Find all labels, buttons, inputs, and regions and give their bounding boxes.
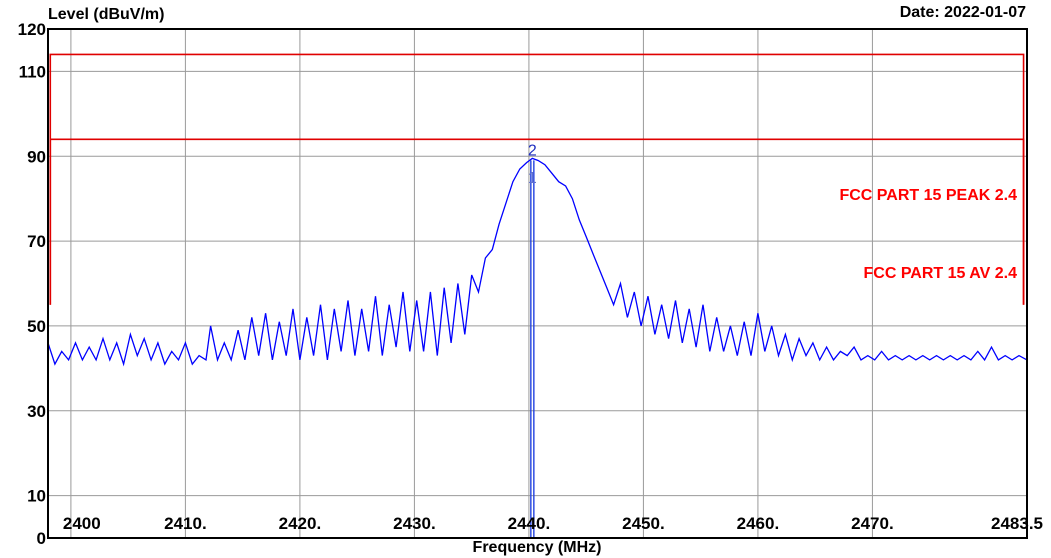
y-tick-label: 120 [18, 20, 46, 39]
y-tick-label: 70 [27, 232, 46, 251]
markers-layer: 12 [528, 142, 537, 538]
x-tick-label: 2470. [851, 514, 894, 533]
x-tick-label: 2420. [279, 514, 322, 533]
limit-lines [49, 53, 1025, 305]
x-tick-label: 2483.5 [991, 514, 1043, 533]
limit-labels: FCC PART 15 PEAK 2.4 FCC PART 15 AV 2.4 [839, 187, 1017, 282]
plot-frame [47, 28, 1028, 539]
x-tick-labels: 2400 2410. 2420. 2430. 2440. 2450. 2460. 2470. 2… [63, 514, 1043, 533]
y-tick-label: 50 [27, 317, 46, 336]
marker-label: 2 [528, 142, 537, 159]
x-axis-title: Frequency (MHz) [473, 539, 602, 556]
x-tick-label: 2400 [63, 514, 101, 533]
x-tick-label: 2440. [508, 514, 551, 533]
x-tick-label: 2450. [622, 514, 665, 533]
y-tick-label: 110 [19, 62, 46, 81]
y-axis-title: Level (dBuV/m) [48, 6, 164, 23]
grid-lines [48, 28, 1028, 539]
limit-label: FCC PART 15 AV 2.4 [863, 265, 1017, 282]
y-tick-label: 10 [27, 487, 46, 506]
x-tick-label: 2410. [164, 514, 207, 533]
marker-label: 1 [528, 170, 537, 187]
y-tick-labels: 0 10 30 50 70 90 110 120 [18, 20, 46, 548]
y-tick-label: 30 [27, 402, 46, 421]
limit-line [49, 138, 1025, 305]
date-label: Date: 2022-01-07 [900, 4, 1026, 21]
y-tick-label: 90 [27, 147, 46, 166]
limit-label: FCC PART 15 PEAK 2.4 [839, 187, 1017, 204]
x-tick-label: 2460. [737, 514, 780, 533]
trace-line [47, 157, 1028, 367]
y-tick-label: 0 [37, 529, 46, 548]
trace-layer [47, 157, 1028, 367]
x-tick-label: 2430. [393, 514, 436, 533]
